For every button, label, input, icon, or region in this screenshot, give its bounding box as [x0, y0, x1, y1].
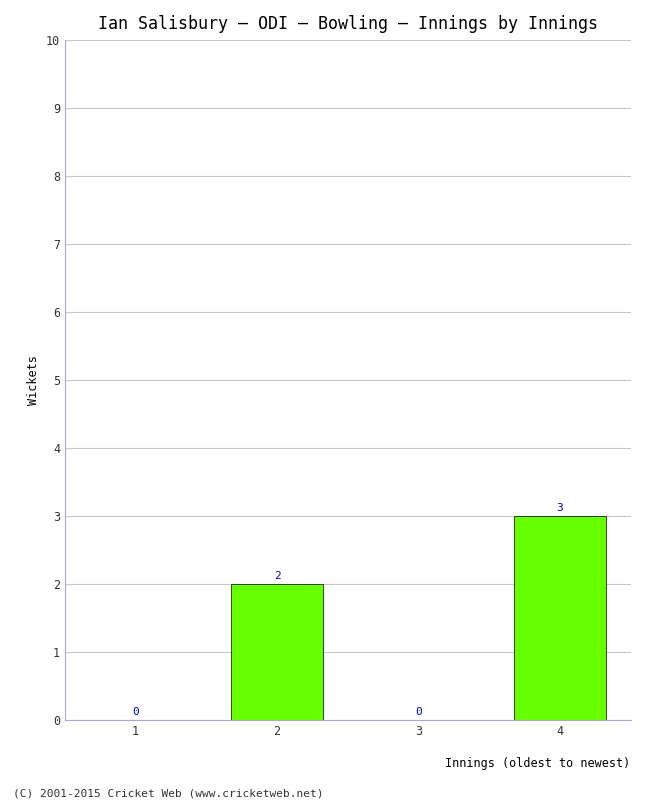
Text: 2: 2	[274, 571, 280, 582]
Bar	[231, 584, 323, 720]
Text: 0: 0	[415, 707, 422, 718]
Y-axis label: Wickets: Wickets	[27, 355, 40, 405]
X-axis label: Innings (oldest to newest): Innings (oldest to newest)	[445, 758, 630, 770]
Bar	[514, 516, 606, 720]
Text: 0: 0	[133, 707, 139, 718]
Text: (C) 2001-2015 Cricket Web (www.cricketweb.net): (C) 2001-2015 Cricket Web (www.cricketwe…	[13, 788, 324, 798]
Text: 3: 3	[556, 503, 563, 514]
Title: Ian Salisbury – ODI – Bowling – Innings by Innings: Ian Salisbury – ODI – Bowling – Innings …	[98, 15, 598, 33]
